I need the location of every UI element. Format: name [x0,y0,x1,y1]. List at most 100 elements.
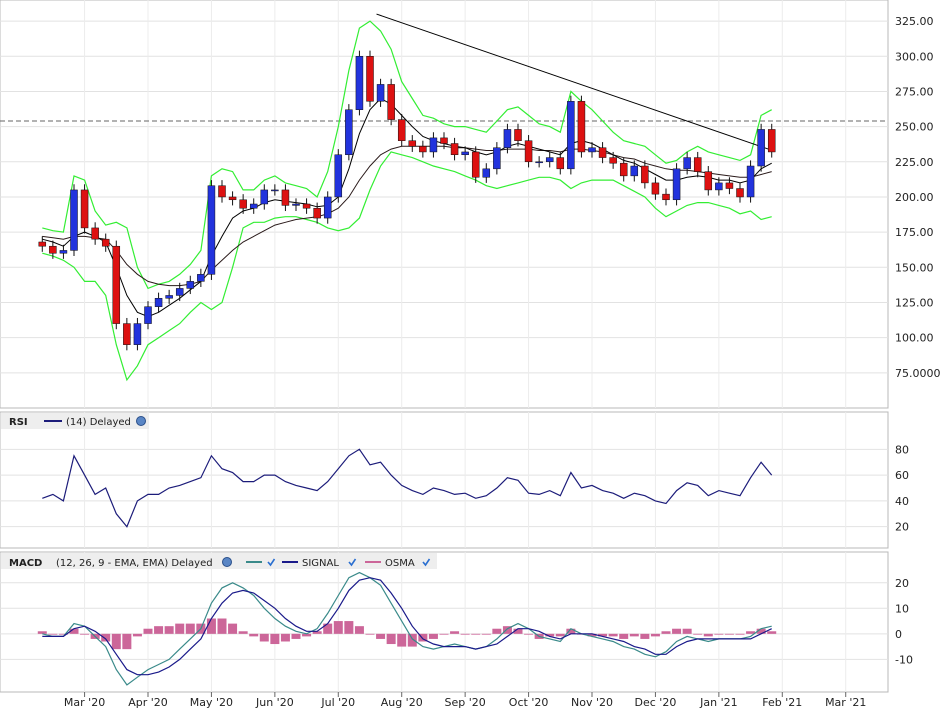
candle-body [440,137,448,144]
osma-bar [217,618,227,634]
candle-body [366,56,374,102]
month-label: Sep '20 [445,696,486,709]
month-label: Jun '20 [255,696,294,709]
candle-body [239,199,247,209]
osma-bar [566,628,576,634]
candle-body [197,274,205,282]
price-tick-label: 150.00 [895,261,934,274]
candle-body [207,185,216,275]
macd-tick-label: 10 [895,602,909,615]
osma-legend-label: OSMA [385,558,415,569]
macd-info-icon[interactable] [222,557,232,567]
rsi-panel: 20 40 60 80 RSI (14) Delayed [0,411,909,549]
osma-bar [164,626,174,634]
month-label: Jan '21 [699,696,737,709]
candle-body [493,147,501,170]
osma-bar [80,633,90,635]
osma-bar [111,633,121,650]
candle-body [334,154,343,198]
candle-body [313,207,321,219]
candle-body [154,298,163,307]
macd-tick-label: 0 [895,628,902,641]
candles [38,50,776,351]
osma-check-icon[interactable] [422,558,431,567]
month-label: Apr '20 [128,696,168,709]
bollinger-bands [42,20,772,382]
osma-bar [185,623,195,634]
macd-panel-frame [0,551,889,693]
candle-body [736,188,744,198]
candle-body [323,196,332,219]
osma-bar [460,633,470,635]
osma-bar [587,633,597,637]
osma-bar [238,631,248,634]
candle-body [672,168,681,201]
rsi-tick-label: 60 [895,469,909,482]
candle-body [101,238,110,247]
candle-body [408,140,417,147]
candle-body [281,189,290,206]
osma-bar [354,626,364,634]
osma-bar [397,633,407,647]
osma-bar [471,633,481,635]
candle-body [376,84,385,102]
osma-bar [312,631,322,634]
rsi-line [42,448,773,528]
price-tick-label: 175.00 [895,226,934,239]
osma-bar [746,631,756,634]
candle-body [80,189,89,229]
osma-bar [154,626,164,634]
macd-check-icon[interactable] [267,558,276,567]
candle-body [641,165,649,184]
signal-legend-label: SIGNAL [302,558,339,569]
osma-bar [48,633,58,635]
osma-bar [344,621,354,634]
candle-body [249,203,258,209]
osma-bar [714,633,724,635]
candle-body [387,84,395,120]
osma-bar [175,623,185,634]
moving-averages [42,13,773,318]
osma-bar [640,633,650,639]
candle-body [598,147,607,158]
price-tick-label: 250.00 [895,121,934,134]
candle-body [397,119,406,141]
candle-body [59,250,68,254]
ema50-line [42,145,772,287]
osma-bar [629,633,639,637]
rsi-info-icon[interactable] [136,416,146,426]
candle-body [482,168,491,178]
candle-body [70,189,78,251]
osma-bar [249,633,259,637]
candle-body [567,101,575,170]
candle-body [302,203,311,209]
osma-bar [122,633,132,650]
candle-body [693,157,702,172]
osma-bar [650,633,660,637]
macd-line [42,571,772,686]
price-panel: 75.0000 100.00 125.00 150.00 175.00 200.00 225… [0,0,941,409]
osma-bar [682,628,692,634]
candle-body [228,196,237,201]
macd-axis: -10 0 10 20 [895,577,913,667]
osma-bar [513,628,523,634]
rsi-panel-frame [0,411,889,549]
month-label: Mar '20 [64,696,105,709]
price-tick-label: 325.00 [895,15,934,28]
candle-body [91,227,99,240]
candle-body [683,157,691,170]
candle-body [345,109,353,156]
osma-bar [450,631,460,634]
price-panel-frame [0,0,889,409]
candle-body [545,157,554,163]
rsi-tick-label: 80 [895,443,909,456]
signal-check-icon[interactable] [348,558,357,567]
candle-body [165,295,173,299]
osma-bar [259,633,269,642]
candle-body [218,185,226,198]
macd-panel: -10 0 10 20 MACD (12, 26, 9 - EMA, EMA) Del… [0,551,913,693]
candle-body [630,165,639,177]
osma-bar [703,633,713,637]
candle-body [471,151,480,178]
